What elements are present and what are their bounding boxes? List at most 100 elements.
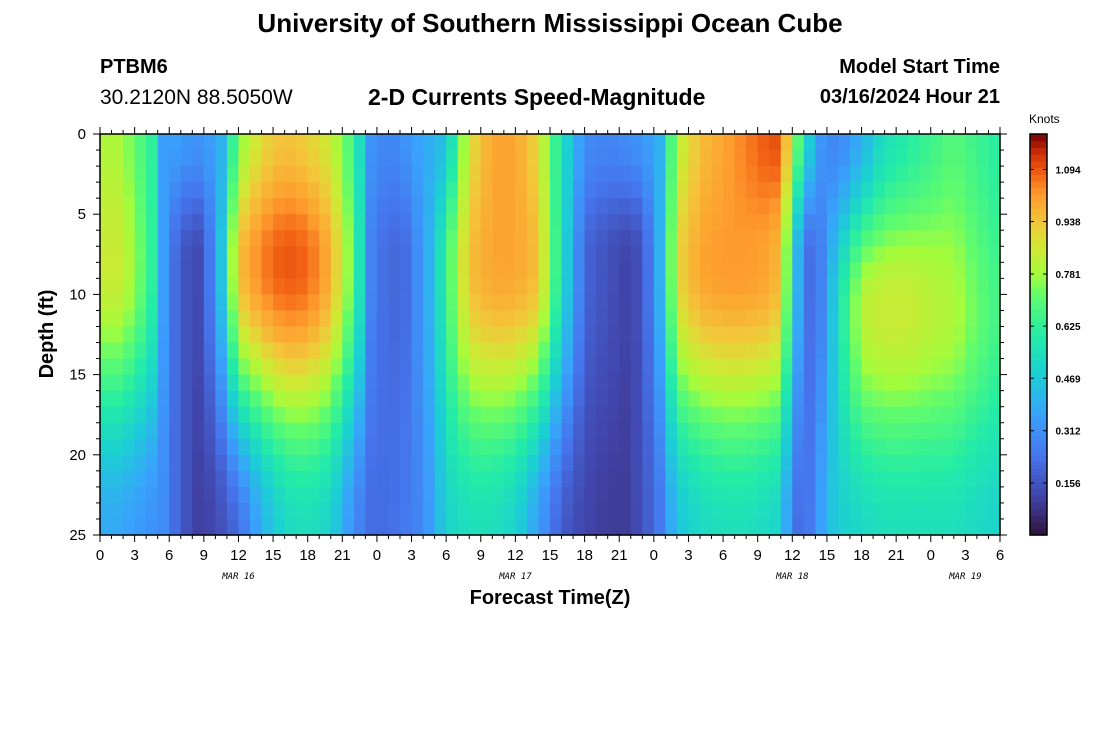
heatmap-cell bbox=[850, 422, 863, 440]
heatmap-cell bbox=[238, 278, 251, 295]
heatmap-cell bbox=[803, 374, 816, 392]
heatmap-cell bbox=[976, 406, 990, 424]
x-tick-label: 15 bbox=[819, 547, 836, 564]
colorbar-tick-label: 1.094 bbox=[1055, 165, 1080, 176]
heatmap-cell bbox=[688, 182, 701, 199]
heatmap-cell bbox=[642, 502, 655, 520]
heatmap-cell bbox=[480, 166, 493, 183]
heatmap-cell bbox=[676, 406, 690, 424]
heatmap-cell bbox=[446, 182, 459, 199]
colorbar-title: Knots bbox=[1029, 112, 1060, 126]
heatmap-cell bbox=[550, 214, 563, 231]
heatmap-cell bbox=[884, 518, 897, 536]
heatmap-cell bbox=[330, 342, 343, 360]
heatmap-cell bbox=[376, 166, 390, 183]
heatmap-cell bbox=[526, 518, 540, 536]
y-tick-label: 15 bbox=[69, 367, 86, 384]
heatmap-cell bbox=[319, 390, 332, 408]
heatmap-cell bbox=[273, 358, 286, 376]
heatmap-cell bbox=[734, 342, 747, 360]
heatmap-cell bbox=[100, 134, 113, 151]
heatmap-cell bbox=[665, 502, 678, 520]
heatmap-cell bbox=[584, 294, 597, 312]
heatmap-cell bbox=[203, 518, 216, 536]
heatmap-cell bbox=[123, 182, 136, 199]
colorbar-segment bbox=[1030, 514, 1047, 523]
heatmap-cell bbox=[342, 134, 355, 151]
heatmap-cell bbox=[100, 310, 113, 328]
heatmap-cell bbox=[400, 438, 413, 456]
heatmap-cell bbox=[619, 390, 632, 408]
heatmap-cell bbox=[550, 134, 563, 151]
heatmap-cell bbox=[896, 166, 909, 183]
heatmap-cell bbox=[584, 438, 597, 456]
heatmap-cell bbox=[192, 198, 205, 215]
heatmap-cell bbox=[492, 150, 505, 167]
heatmap-cell bbox=[250, 502, 263, 520]
heatmap-cell bbox=[423, 438, 436, 456]
colorbar-segment bbox=[1030, 434, 1047, 443]
heatmap-cell bbox=[296, 406, 309, 424]
heatmap-cell bbox=[538, 230, 551, 247]
heatmap-cell bbox=[423, 486, 436, 504]
heatmap-cell bbox=[896, 182, 909, 199]
colorbar-segment bbox=[1030, 387, 1047, 396]
colorbar-segment bbox=[1030, 448, 1047, 456]
heatmap-cell bbox=[203, 358, 216, 376]
heatmap-cell bbox=[296, 358, 309, 376]
heatmap-cell bbox=[226, 310, 240, 328]
heatmap-cell bbox=[884, 326, 897, 344]
heatmap-cell bbox=[711, 214, 724, 231]
heatmap-cell bbox=[434, 246, 447, 263]
heatmap-cell bbox=[642, 358, 655, 376]
heatmap-cell bbox=[700, 278, 713, 295]
heatmap-cell bbox=[734, 246, 747, 263]
colorbar-segment bbox=[1030, 374, 1047, 382]
heatmap-cell bbox=[296, 294, 309, 312]
heatmap-cell bbox=[596, 374, 609, 392]
x-tick-label: 12 bbox=[230, 547, 247, 564]
heatmap-cell bbox=[561, 294, 574, 312]
heatmap-cell bbox=[307, 454, 320, 472]
heatmap-cell bbox=[515, 214, 528, 231]
heatmap-cell bbox=[111, 326, 124, 344]
heatmap-cell bbox=[492, 182, 505, 199]
heatmap-cell bbox=[700, 454, 713, 472]
heatmap-cell bbox=[584, 262, 597, 279]
heatmap-cell bbox=[284, 230, 297, 247]
heatmap-cell bbox=[376, 198, 390, 215]
heatmap-cell bbox=[873, 502, 886, 520]
heatmap-cell bbox=[480, 502, 493, 520]
heatmap-cell bbox=[446, 246, 459, 263]
heatmap-cell bbox=[353, 406, 366, 424]
heatmap-cell bbox=[965, 246, 978, 263]
heatmap-cell bbox=[896, 246, 909, 263]
heatmap-cell bbox=[988, 278, 1001, 295]
heatmap-cell bbox=[757, 198, 770, 215]
heatmap-cell bbox=[550, 422, 563, 440]
heatmap-cell bbox=[688, 390, 701, 408]
heatmap-cell bbox=[261, 166, 274, 183]
heatmap-cell bbox=[676, 278, 690, 295]
heatmap-cell bbox=[953, 454, 966, 472]
heatmap-cell bbox=[607, 374, 620, 392]
heatmap-cell bbox=[526, 294, 540, 312]
colorbar-segment bbox=[1030, 267, 1047, 275]
heatmap-cell bbox=[619, 166, 632, 183]
heatmap-cell bbox=[815, 182, 828, 199]
heatmap-cell bbox=[169, 150, 182, 167]
heatmap-cell bbox=[803, 262, 816, 279]
heatmap-cell bbox=[538, 374, 551, 392]
heatmap-cell bbox=[469, 310, 482, 328]
heatmap-cell bbox=[815, 406, 828, 424]
heatmap-cell bbox=[215, 454, 228, 472]
heatmap-cell bbox=[665, 518, 678, 536]
heatmap-cell bbox=[838, 198, 851, 215]
heatmap-cell bbox=[123, 278, 136, 295]
heatmap-cell bbox=[111, 502, 124, 520]
heatmap-cell bbox=[480, 374, 493, 392]
heatmap-cell bbox=[469, 454, 482, 472]
heatmap-cell bbox=[919, 294, 932, 312]
heatmap-cell bbox=[838, 230, 851, 247]
heatmap-cell bbox=[561, 150, 574, 167]
